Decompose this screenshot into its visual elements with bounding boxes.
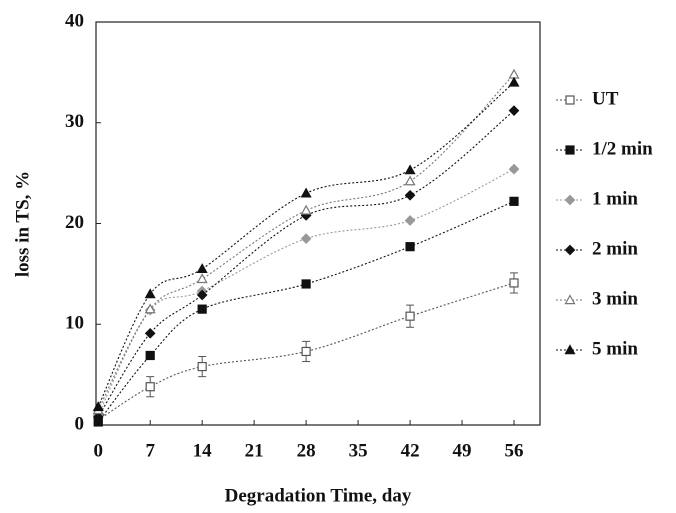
y-tick-label: 40	[65, 10, 84, 31]
marker	[301, 346, 311, 357]
legend-marker	[565, 145, 575, 155]
x-tick-label: 42	[401, 440, 420, 461]
marker	[196, 273, 208, 284]
legend-label: UT	[592, 88, 619, 109]
x-tick-label: 21	[245, 440, 264, 461]
legend-marker	[564, 194, 576, 206]
marker	[144, 327, 156, 339]
legend-label: 2 min	[592, 238, 638, 259]
y-tick-label: 20	[65, 212, 84, 233]
legend-marker	[565, 95, 575, 105]
marker	[508, 163, 520, 175]
marker	[405, 311, 415, 321]
marker	[197, 361, 207, 372]
marker	[92, 411, 104, 423]
y-tick-label: 0	[75, 413, 85, 434]
marker	[404, 175, 416, 186]
marker	[509, 278, 519, 288]
marker	[508, 105, 520, 117]
marker	[404, 164, 416, 175]
marker	[404, 215, 416, 226]
marker	[144, 288, 156, 299]
marker	[300, 187, 312, 198]
series-line	[97, 168, 515, 416]
legend-label: 1/2 min	[592, 138, 653, 159]
x-tick-label: 0	[93, 440, 103, 461]
marker	[92, 401, 104, 412]
marker	[145, 350, 155, 361]
legend-label: 3 min	[592, 288, 638, 309]
x-tick-label: 14	[193, 440, 213, 461]
marker	[509, 196, 519, 206]
marker	[196, 289, 208, 301]
y-axis-label: loss in TS, %	[12, 171, 33, 277]
series-line	[97, 200, 515, 423]
series-line	[97, 82, 515, 408]
marker	[144, 303, 156, 314]
x-tick-label: 28	[297, 440, 316, 461]
marker	[196, 263, 208, 274]
legend-label: 1 min	[592, 188, 638, 209]
marker	[404, 189, 416, 201]
legend-label: 5 min	[592, 338, 638, 359]
x-tick-label: 35	[349, 440, 368, 461]
x-tick-label: 56	[505, 440, 524, 461]
y-tick-label: 10	[65, 313, 84, 334]
series-line	[97, 110, 515, 418]
legend-marker	[564, 244, 576, 256]
marker	[300, 233, 312, 244]
legend-marker	[564, 344, 576, 355]
marker	[300, 204, 312, 215]
marker	[145, 382, 155, 392]
marker	[405, 242, 415, 252]
x-tick-label: 49	[453, 440, 472, 461]
plot-frame	[95, 21, 541, 426]
marker	[197, 304, 207, 314]
marker	[508, 76, 520, 87]
x-axis-label: Degradation Time, day	[225, 485, 412, 506]
legend-marker	[564, 294, 576, 305]
y-tick-label: 30	[65, 111, 84, 132]
x-tick-label: 7	[145, 440, 155, 461]
series-line	[97, 74, 515, 411]
marker	[301, 279, 311, 289]
